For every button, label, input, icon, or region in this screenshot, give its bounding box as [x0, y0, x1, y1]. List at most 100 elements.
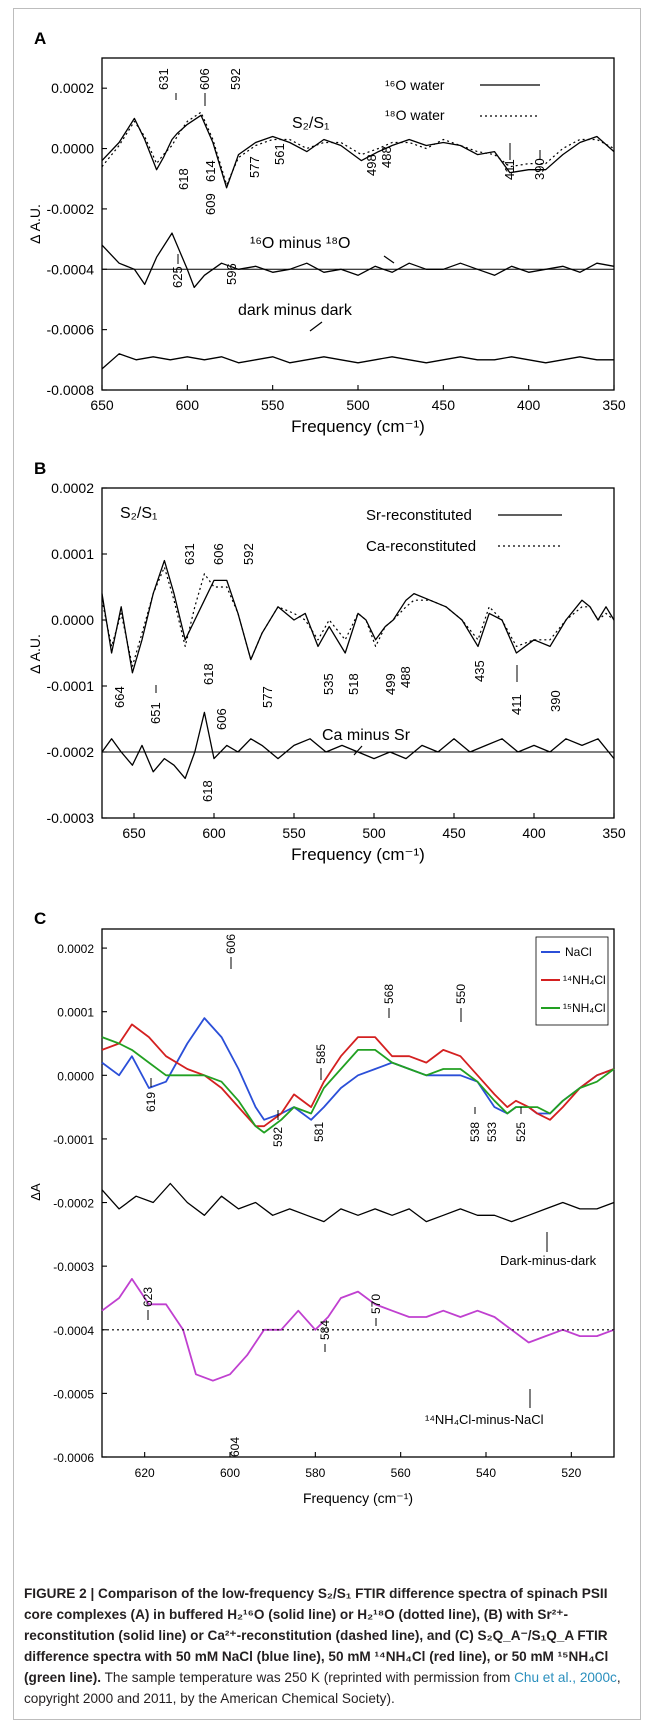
- panel-c-trace-label-diff: ¹⁴NH₄Cl-minus-NaCl: [425, 1412, 544, 1427]
- panel-b-ann-390: 390: [548, 690, 563, 712]
- ytick-label: 0.0000: [51, 612, 94, 628]
- panel-a-ylabel: Δ A.U.: [27, 204, 43, 244]
- panel-b-annotations: 631 606 592 664 651 618 577 535 518 499 …: [112, 543, 563, 802]
- panel-b-ann-606-diff: 606: [214, 708, 229, 730]
- panel-c-legend-nh15: ¹⁵NH₄Cl: [563, 1001, 606, 1015]
- xtick-label: 580: [305, 1466, 325, 1480]
- panel-a-diff-arrow: [383, 255, 395, 264]
- panel-b-ann-606: 606: [211, 543, 226, 565]
- ytick-label: -0.0004: [47, 261, 95, 277]
- panel-b-ann-651: 651: [148, 702, 163, 724]
- ytick-label: -0.0001: [47, 678, 95, 694]
- ytick-label: 0.0002: [51, 480, 94, 496]
- panel-a-ann-488: 488: [379, 146, 394, 168]
- figure-caption: FIGURE 2 | Comparison of the low-frequen…: [24, 1583, 634, 1709]
- xtick-label: 450: [442, 825, 466, 841]
- panel-a-xlabel: Frequency (cm⁻¹): [291, 417, 425, 436]
- panel-b: B 0.0002 0.0001 0.0000 -0.0001 -0.0002 -0.000…: [27, 459, 626, 864]
- xtick-label: 650: [122, 825, 146, 841]
- series-line-sr-reconstituted: [101, 559, 615, 674]
- panel-a-axes: [101, 57, 615, 391]
- caption-tail: , copyright 2000 and 2011, by the Americ…: [24, 1670, 621, 1706]
- panel-b-series: [101, 559, 615, 780]
- caption-label: FIGURE 2 | Comparison of the low-frequen…: [24, 1586, 609, 1685]
- xtick-label: 550: [261, 397, 285, 413]
- panel-b-xlabel: Frequency (cm⁻¹): [291, 845, 425, 864]
- panel-c-yticks: 0.0002 0.0001 0.0000 -0.0001 -0.0002 -0.0003 -…: [53, 942, 107, 1465]
- xtick-label: 540: [476, 1466, 496, 1480]
- panel-c-ann-604: 604: [228, 1437, 242, 1457]
- series-line-nacl: [101, 1017, 615, 1121]
- panel-a-ann-625: 625: [170, 266, 185, 288]
- panel-c-ann-568: 568: [382, 984, 396, 1004]
- panel-b-ann-592: 592: [241, 543, 256, 565]
- panel-c-ann-550: 550: [454, 984, 468, 1004]
- panel-a-legend-18o: ¹⁸O water: [385, 107, 445, 123]
- panel-a-yticks: 0.0002 0.0000 -0.0002 -0.0004 -0.0006 -0.0008: [47, 80, 107, 398]
- panel-a-xticks: 650 600 550 500 450 400 350: [90, 385, 626, 413]
- ytick-label: 0.0002: [51, 80, 94, 96]
- panel-a-ann-592: 592: [228, 68, 243, 90]
- xtick-label: 620: [135, 1466, 155, 1480]
- panel-b-ratio-label: S₂/S₁: [120, 505, 157, 522]
- ytick-label: -0.0006: [53, 1451, 94, 1465]
- xtick-label: 400: [517, 397, 541, 413]
- panel-b-axes: [101, 487, 615, 819]
- panel-b-ann-577: 577: [260, 686, 275, 708]
- series-line-dark-minus-dark: [101, 1182, 615, 1223]
- panel-a-letter: A: [34, 29, 46, 48]
- xtick-label: 550: [282, 825, 306, 841]
- ytick-label: -0.0003: [53, 1260, 94, 1274]
- xtick-label: 400: [522, 825, 546, 841]
- ytick-label: 0.0001: [57, 1006, 94, 1020]
- panel-a-ann-609: 609: [203, 193, 218, 215]
- ytick-label: -0.0005: [53, 1387, 94, 1401]
- panel-c: C 0.0002 0.0001 0.0000 -0.0001 -0.0002 -0.000…: [28, 909, 615, 1506]
- panel-c-legend-nh14: ¹⁴NH₄Cl: [563, 973, 606, 987]
- ytick-label: 0.0000: [57, 1069, 94, 1083]
- panel-b-ann-518: 518: [346, 673, 361, 695]
- panel-c-ann-570: 570: [369, 1294, 383, 1314]
- panel-b-ylabel: Δ A.U.: [27, 634, 43, 674]
- panel-b-letter: B: [34, 459, 46, 478]
- panel-c-annotations: 606 585 568 550 619 592 581 538 533 525 …: [141, 934, 528, 1457]
- panel-a-ann-614: 614: [203, 160, 218, 182]
- panel-b-ann-411: 411: [509, 694, 524, 715]
- panel-c-ann-584: 584: [318, 1320, 332, 1340]
- panel-c-ann-606: 606: [224, 934, 238, 954]
- panel-a-annotations: 631 606 592 618 614 609 577 561 498 488 …: [156, 68, 547, 288]
- panel-a-ann-561: 561: [272, 143, 287, 165]
- panel-a-ann-577: 577: [247, 156, 262, 178]
- panel-a-ann-390: 390: [532, 158, 547, 180]
- panel-a-dark-arrow: [309, 321, 323, 332]
- ytick-label: -0.0003: [47, 810, 95, 826]
- panel-c-ann-592: 592: [271, 1127, 285, 1147]
- ytick-label: -0.0004: [53, 1324, 94, 1338]
- panel-b-ann-618-diff: 618: [200, 780, 215, 802]
- panel-a-ann-498: 498: [364, 154, 379, 176]
- series-line--nh-cl: [101, 1036, 615, 1134]
- xtick-label: 450: [432, 397, 456, 413]
- xtick-label: 350: [602, 825, 626, 841]
- panel-c-ann-538: 538: [468, 1122, 482, 1142]
- panel-a-ann-411: 411: [502, 159, 517, 180]
- panel-c-xlabel: Frequency (cm⁻¹): [303, 1490, 413, 1506]
- panel-a-trace-label-dark: dark minus dark: [238, 302, 353, 319]
- panel-c-ann-581: 581: [312, 1122, 326, 1142]
- panel-c-ylabel: ΔA: [28, 1183, 43, 1201]
- xtick-label: 350: [602, 397, 626, 413]
- xtick-label: 650: [90, 397, 114, 413]
- panel-c-series: [101, 1017, 615, 1382]
- panel-a-legend-16o: ¹⁶O water: [385, 77, 445, 93]
- panel-b-ann-618: 618: [201, 663, 216, 685]
- caption-citation-link[interactable]: Chu et al., 2000c: [514, 1670, 617, 1685]
- series-line--nh-cl: [101, 1023, 615, 1128]
- ytick-label: -0.0002: [47, 744, 95, 760]
- panel-a-ann-618: 618: [176, 168, 191, 190]
- ytick-label: -0.0002: [53, 1197, 94, 1211]
- xtick-label: 600: [220, 1466, 240, 1480]
- ytick-label: 0.0002: [57, 942, 94, 956]
- panel-b-yticks: 0.0002 0.0001 0.0000 -0.0001 -0.0002 -0.0003: [47, 480, 107, 826]
- series-line-ca-reconstituted: [101, 566, 615, 667]
- series-line-ca-minus-sr: [101, 711, 615, 780]
